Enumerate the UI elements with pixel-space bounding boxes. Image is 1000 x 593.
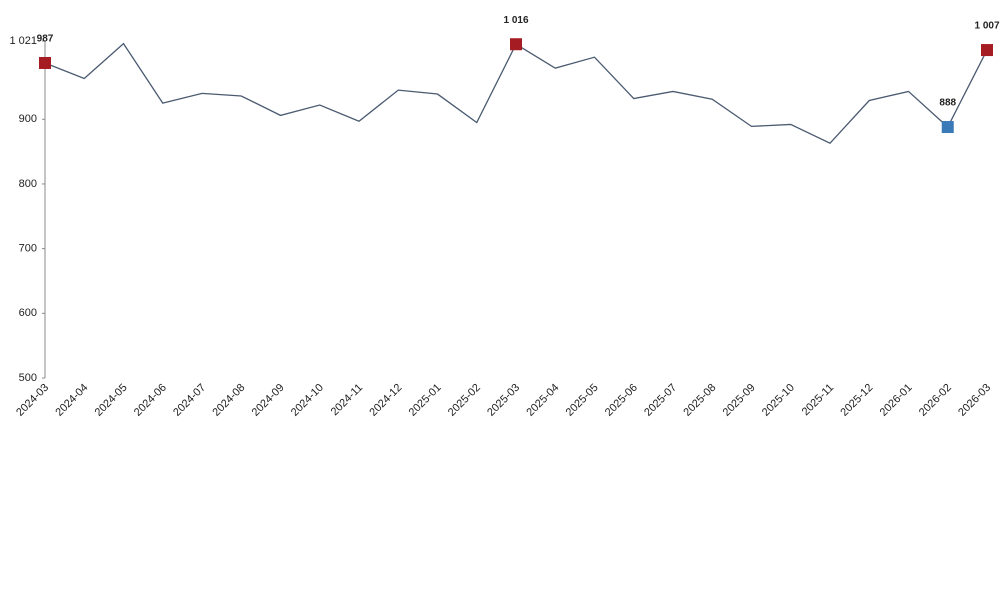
x-tick-label: 2025-12 [838,382,875,419]
x-tick-label: 2025-04 [524,382,561,419]
x-tick-label: 2025-07 [642,382,679,419]
value-label: 1 016 [503,15,528,26]
x-tick-label: 2026-02 [917,382,954,419]
x-tick-label: 2024-04 [53,382,90,419]
x-tick-label: 2024-05 [93,382,130,419]
x-tick-label: 2025-06 [603,382,640,419]
x-tick-label: 2025-10 [760,382,797,419]
marker [981,44,993,57]
marker [941,121,954,134]
x-tick-label: 2024-10 [289,382,326,419]
x-tick-label: 2024-03 [14,382,51,419]
y-tick-label: 1 021 [9,35,37,47]
data-line [44,42,988,144]
marker [39,56,51,69]
x-tick-label: 2025-05 [564,382,601,419]
value-label: 1 007 [974,21,999,32]
y-tick-label: 500 [19,372,37,384]
x-tick-label: 2025-08 [681,382,718,419]
x-tick-label: 2025-11 [800,382,836,418]
x-tick-label: 2025-01 [407,382,444,419]
x-tick-label: 2024-06 [132,382,169,419]
y-tick-label: 600 [19,307,37,319]
marker [510,38,522,51]
x-tick-label: 2024-11 [329,382,365,418]
x-tick-label: 2025-03 [485,382,522,419]
x-tick-label: 2025-02 [446,382,483,419]
x-tick-label: 2024-08 [210,382,247,419]
y-tick-label: 800 [19,178,37,190]
y-tick-label: 700 [19,243,37,255]
x-tick-label: 2024-07 [171,382,208,419]
x-tick-label: 2024-12 [367,382,404,419]
x-tick-label: 2024-09 [250,382,287,419]
x-tick-label: 2026-01 [878,382,915,419]
y-tick-label: 900 [19,113,37,125]
value-label: 888 [939,98,956,109]
value-label: 987 [37,34,54,45]
x-tick-label: 2025-09 [721,382,758,419]
x-tick-label: 2026-03 [956,382,993,419]
